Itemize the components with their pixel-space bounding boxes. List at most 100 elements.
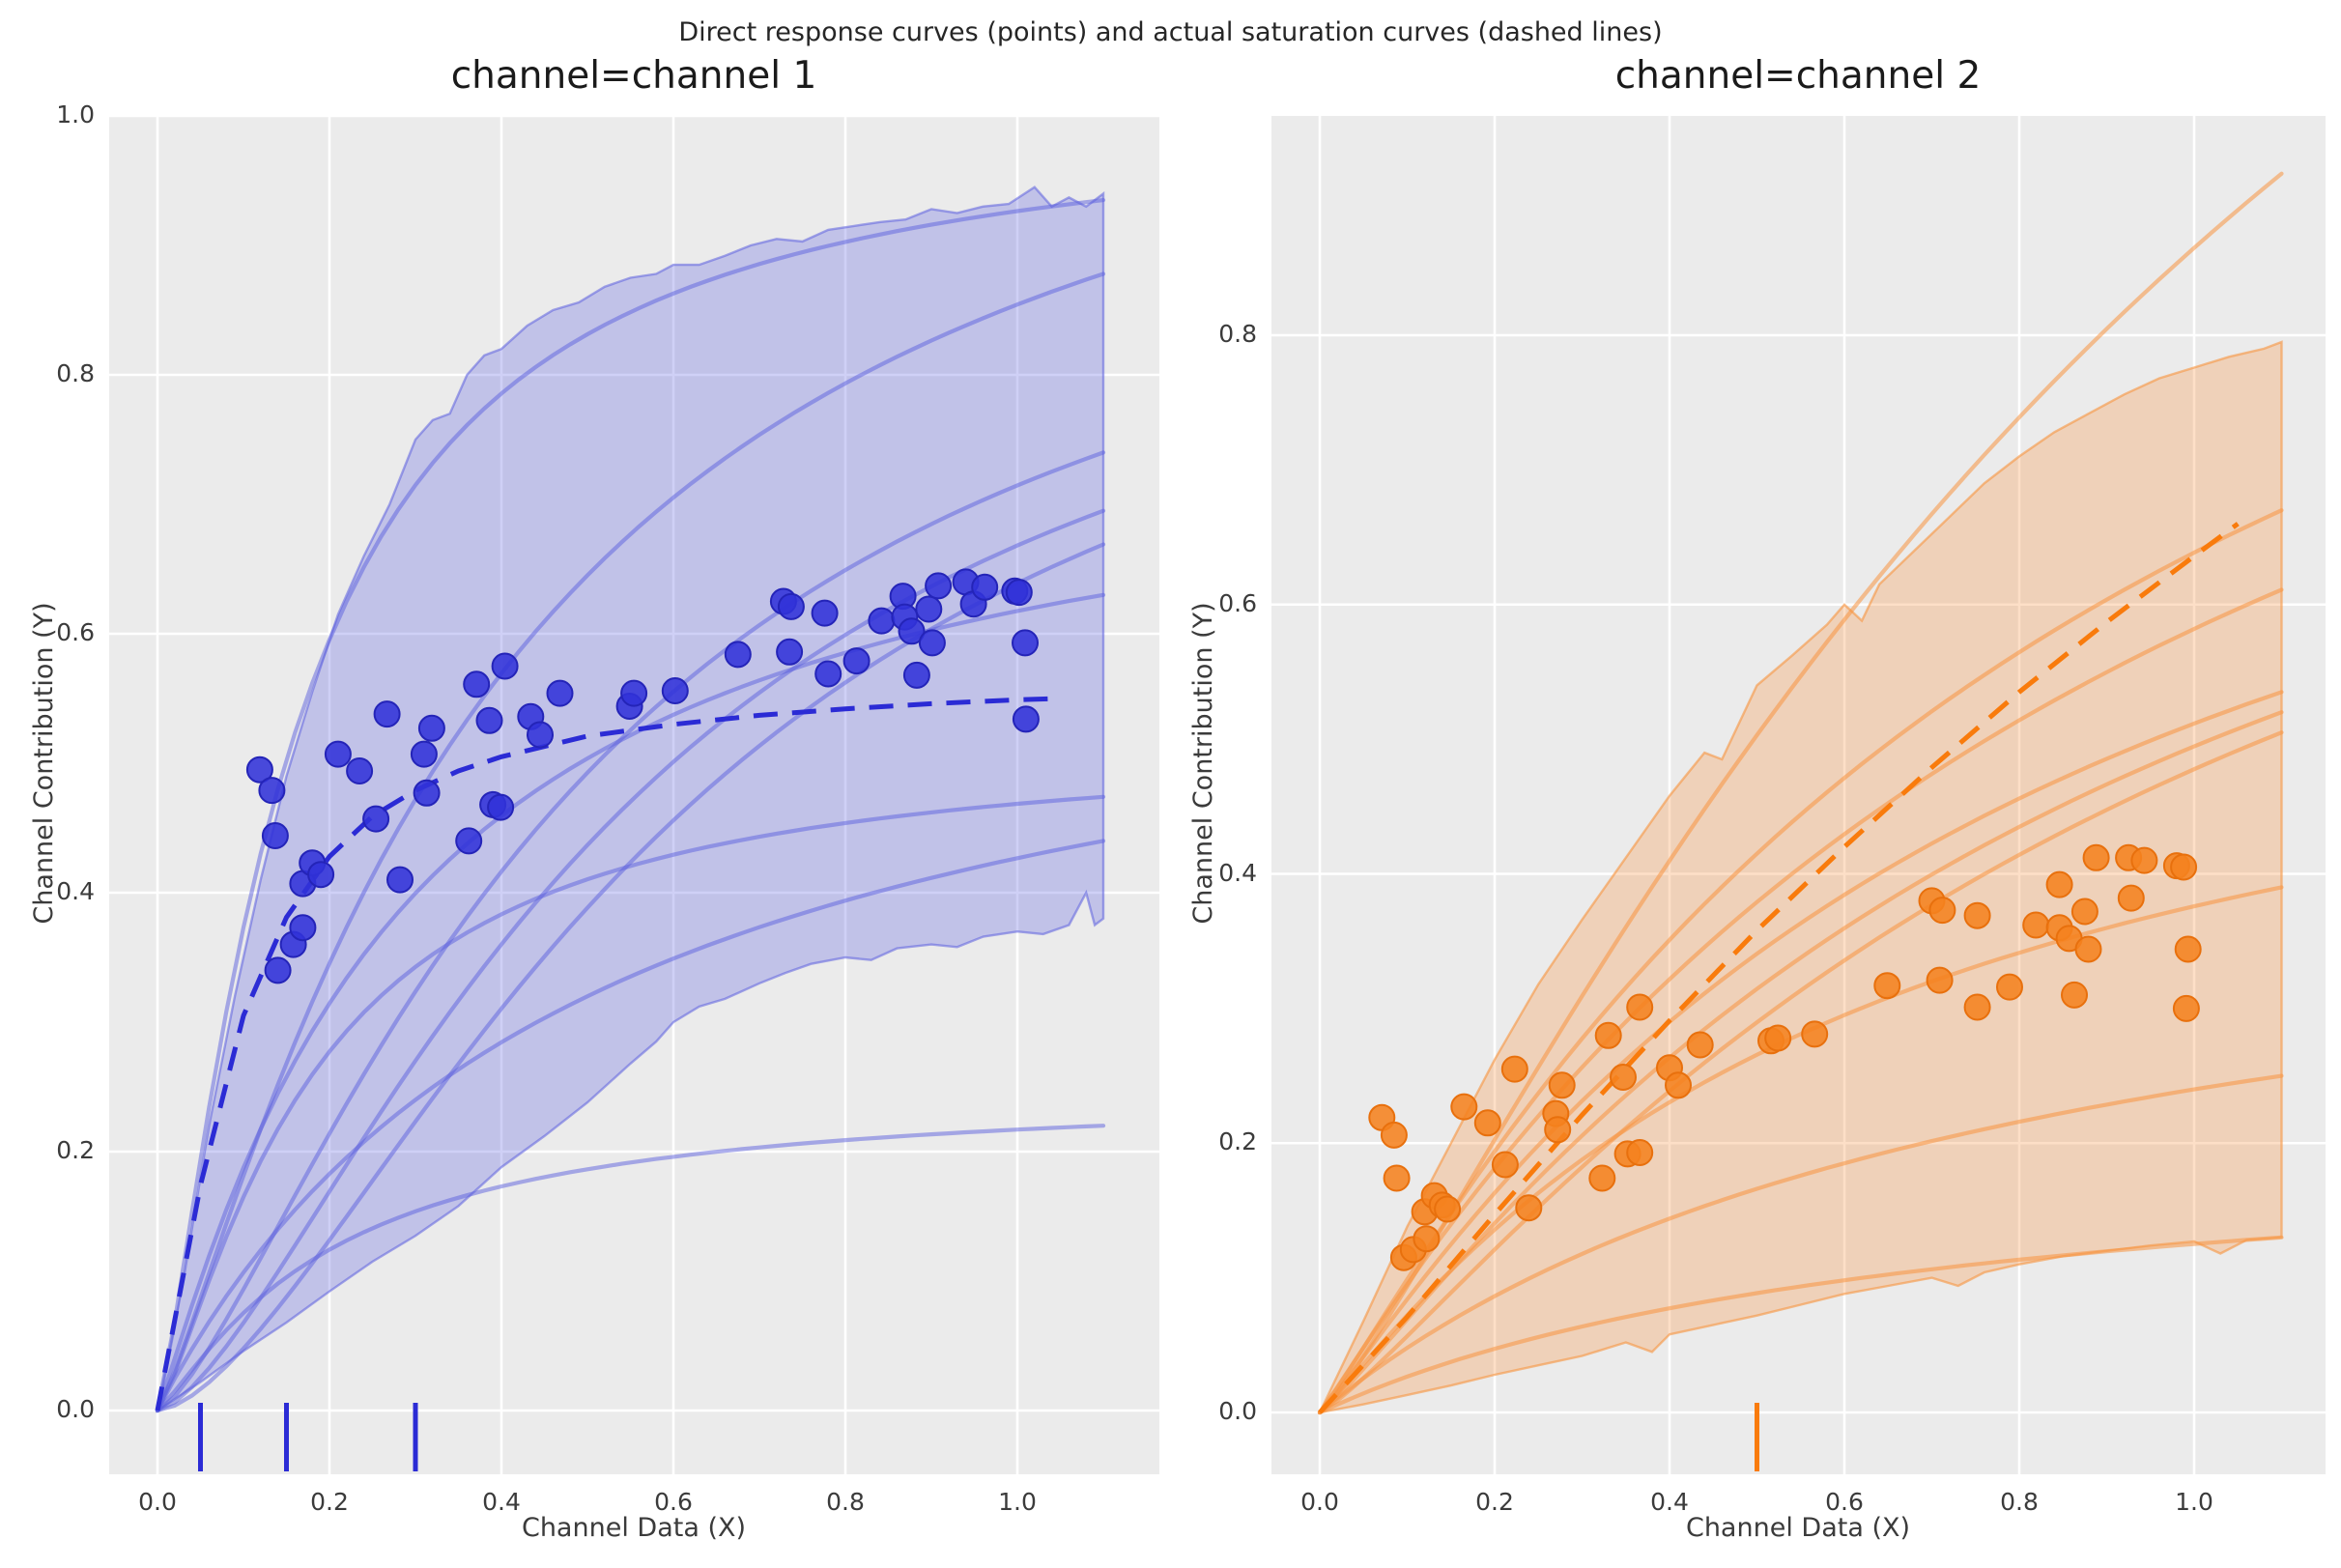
response-point [1380,1121,1408,1149]
response-point [777,592,805,620]
actual-saturation-dashed-curve [155,696,1061,1411]
response-point [362,805,390,833]
response-point [2070,898,2098,926]
response-point [1963,993,1991,1021]
response-point [307,861,335,889]
response-point [417,714,445,742]
response-point [245,755,273,784]
y-tick-label: 0.8 [1218,320,1257,348]
response-point [1413,1225,1441,1253]
response-point [2117,884,2145,912]
response-point [455,827,483,855]
y-tick-label: 0.0 [56,1395,95,1423]
saturation-sample-curve [155,271,1106,1413]
response-point [386,866,414,894]
saturation-sample-curve [1317,710,2284,1415]
saturation-sample-curve [1317,1235,2284,1415]
response-point [410,740,438,768]
response-point [487,793,515,821]
response-point [1434,1195,1462,1223]
panel-1 [109,114,1159,1474]
response-point [1500,1055,1528,1083]
uncertainty-band [156,185,1105,1413]
response-point [373,700,401,728]
x-tick-label: 0.2 [310,1488,349,1516]
saturation-sample-curve [1317,730,2284,1415]
y-tick-label: 0.6 [1218,588,1257,617]
response-point [1548,1071,1576,1099]
response-point [814,660,842,688]
response-point [2022,911,2050,939]
response-point [1801,1020,1829,1048]
response-point [413,779,441,807]
x-tick-label: 0.2 [1475,1488,1514,1516]
response-point [971,573,999,601]
response-point [1005,579,1033,607]
response-point [1491,1151,1519,1179]
y-tick-label: 0.4 [1218,858,1257,887]
x-tick-label: 0.4 [1650,1488,1689,1516]
response-point [776,638,804,666]
x-tick-label: 0.0 [138,1488,177,1516]
response-point [1515,1194,1543,1222]
saturation-sample-curve [155,450,1106,1413]
response-point [1544,1116,1572,1144]
response-point [491,652,519,680]
panel-1-xaxis-label: Channel Data (X) [521,1513,747,1543]
response-point [1383,1164,1411,1192]
response-point [258,777,286,805]
response-point [1012,705,1040,733]
response-point [1588,1164,1616,1192]
response-point [324,740,352,768]
saturation-sample-curve [1317,508,2284,1415]
response-point [1928,897,1956,925]
saturation-sample-curve [1317,587,2284,1415]
saturation-sample-curve [155,592,1106,1413]
response-point [2061,981,2088,1009]
saturation-sample-curve [155,839,1106,1413]
response-point [925,572,953,600]
response-point [1686,1031,1714,1059]
response-point [2074,935,2102,963]
response-point [1963,901,1991,929]
panel-2-xaxis-label: Channel Data (X) [1685,1513,1911,1543]
response-point [1996,973,2023,1001]
y-tick-label: 0.6 [56,618,95,646]
response-point [661,677,689,704]
response-point [2082,843,2110,871]
panel-2-yaxis-label: Channel Contribution (Y) [1188,602,1218,925]
panel-1-title: channel=channel 1 [450,54,817,98]
saturation-sample-curve [1317,1073,2284,1415]
response-point [2170,853,2198,881]
response-point [1012,629,1039,657]
saturation-sample-curve [155,794,1106,1413]
response-point [1665,1071,1692,1099]
uncertainty-band [1317,340,2283,1414]
response-point [261,822,289,849]
saturation-sample-curve [155,198,1106,1413]
response-point [1450,1093,1478,1121]
x-tick-label: 0.8 [826,1488,865,1516]
response-point [1594,1021,1622,1049]
saturation-sample-curve [155,1124,1106,1413]
response-point [463,670,491,698]
saturation-sample-curve [1317,885,2284,1415]
response-point [527,721,554,749]
response-point [1873,972,1901,1000]
response-point [1764,1024,1792,1052]
response-point [902,661,930,689]
response-point [918,629,946,657]
x-tick-label: 0.6 [1825,1488,1864,1516]
panel-2 [1271,116,2326,1474]
x-tick-label: 0.4 [482,1488,521,1516]
response-point [346,757,374,784]
response-point [2174,935,2202,963]
response-point [1626,1139,1654,1166]
response-point [898,617,926,645]
response-point [289,914,317,942]
y-tick-label: 0.2 [56,1136,95,1164]
response-point [546,679,574,707]
x-tick-label: 0.0 [1300,1488,1339,1516]
response-point [842,647,871,675]
